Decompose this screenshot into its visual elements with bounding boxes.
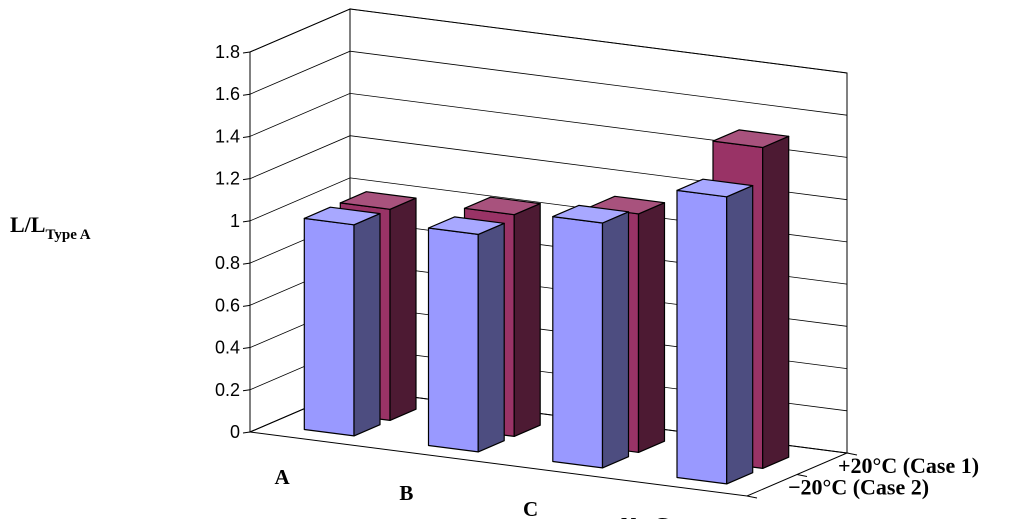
y-tick-label: 0.8 [215,253,240,273]
y-tick-label: 0.2 [215,380,240,400]
bar-side-face [762,135,790,469]
y-tick-mark [242,51,251,54]
y-tick-labels: 0 0.2 0.4 0.6 0.8 1 1.2 1.4 1.6 1.8 [215,42,240,442]
bar-top-face [303,206,381,226]
y-tick-mark [242,135,251,138]
gridline [249,8,848,74]
bar-top-face [339,191,417,210]
gridline [249,135,848,201]
series-label: +20°C (Case 1) [838,453,979,478]
bar-top-face [463,196,541,216]
bar-side-face [389,197,417,421]
bar-side-face [513,203,541,437]
y-tick-mark [242,220,251,223]
bar-C-series-2 [552,204,630,469]
bars [303,129,790,485]
category-label: C [523,497,538,519]
bar-front-face [427,227,479,453]
bar-side-face [726,185,754,485]
y-tick-mark [242,304,251,307]
bar-NatGas-series-2 [676,178,754,485]
gridline [249,50,848,116]
series-labels: +20°C (Case 1)−20°C (Case 2) [746,452,979,499]
y-tick-label: 0.4 [215,338,240,358]
bar-side-face [353,213,381,437]
category-label: NatGas [621,513,689,519]
bar-B-series-2 [427,216,505,453]
gridline [249,92,848,158]
bar-top-face [427,216,505,235]
bar-top-face [676,178,754,198]
y-tick-label: 1.2 [215,169,240,189]
depth-tick-mark [796,474,808,477]
bar-side-face [477,222,505,453]
depth-tick-mark [746,495,758,499]
y-tick-label: 0 [230,422,240,442]
bar-A-series-2 [303,206,381,437]
y-tick-label: 1.8 [215,42,240,62]
bar-top-face [712,129,790,149]
y-tick-mark [242,262,251,265]
y-tick-label: 1.4 [215,126,240,146]
category-label: A [275,465,291,489]
bar-side-face [637,202,666,453]
y-tick-label: 0.6 [215,295,240,315]
y-tick-label: 1.6 [215,84,240,104]
y-tick-label: 1 [230,211,240,231]
y-tick-mark [242,93,251,96]
depth-tick-mark [846,452,858,456]
bar-front-face [303,217,355,437]
bar-front-face [552,216,604,469]
series-label: −20°C (Case 2) [788,474,929,499]
category-labels: A B C NatGas [275,465,689,519]
category-label: B [399,481,413,505]
bar-side-face [601,211,630,469]
y-axis-label: L/LType A [10,212,91,243]
bar-top-face [552,204,630,224]
y-tick-mark [242,431,251,434]
y-tick-mark [242,389,251,392]
y-tick-mark [242,178,251,181]
bar-front-face [676,189,728,485]
y-tick-mark [242,347,251,350]
